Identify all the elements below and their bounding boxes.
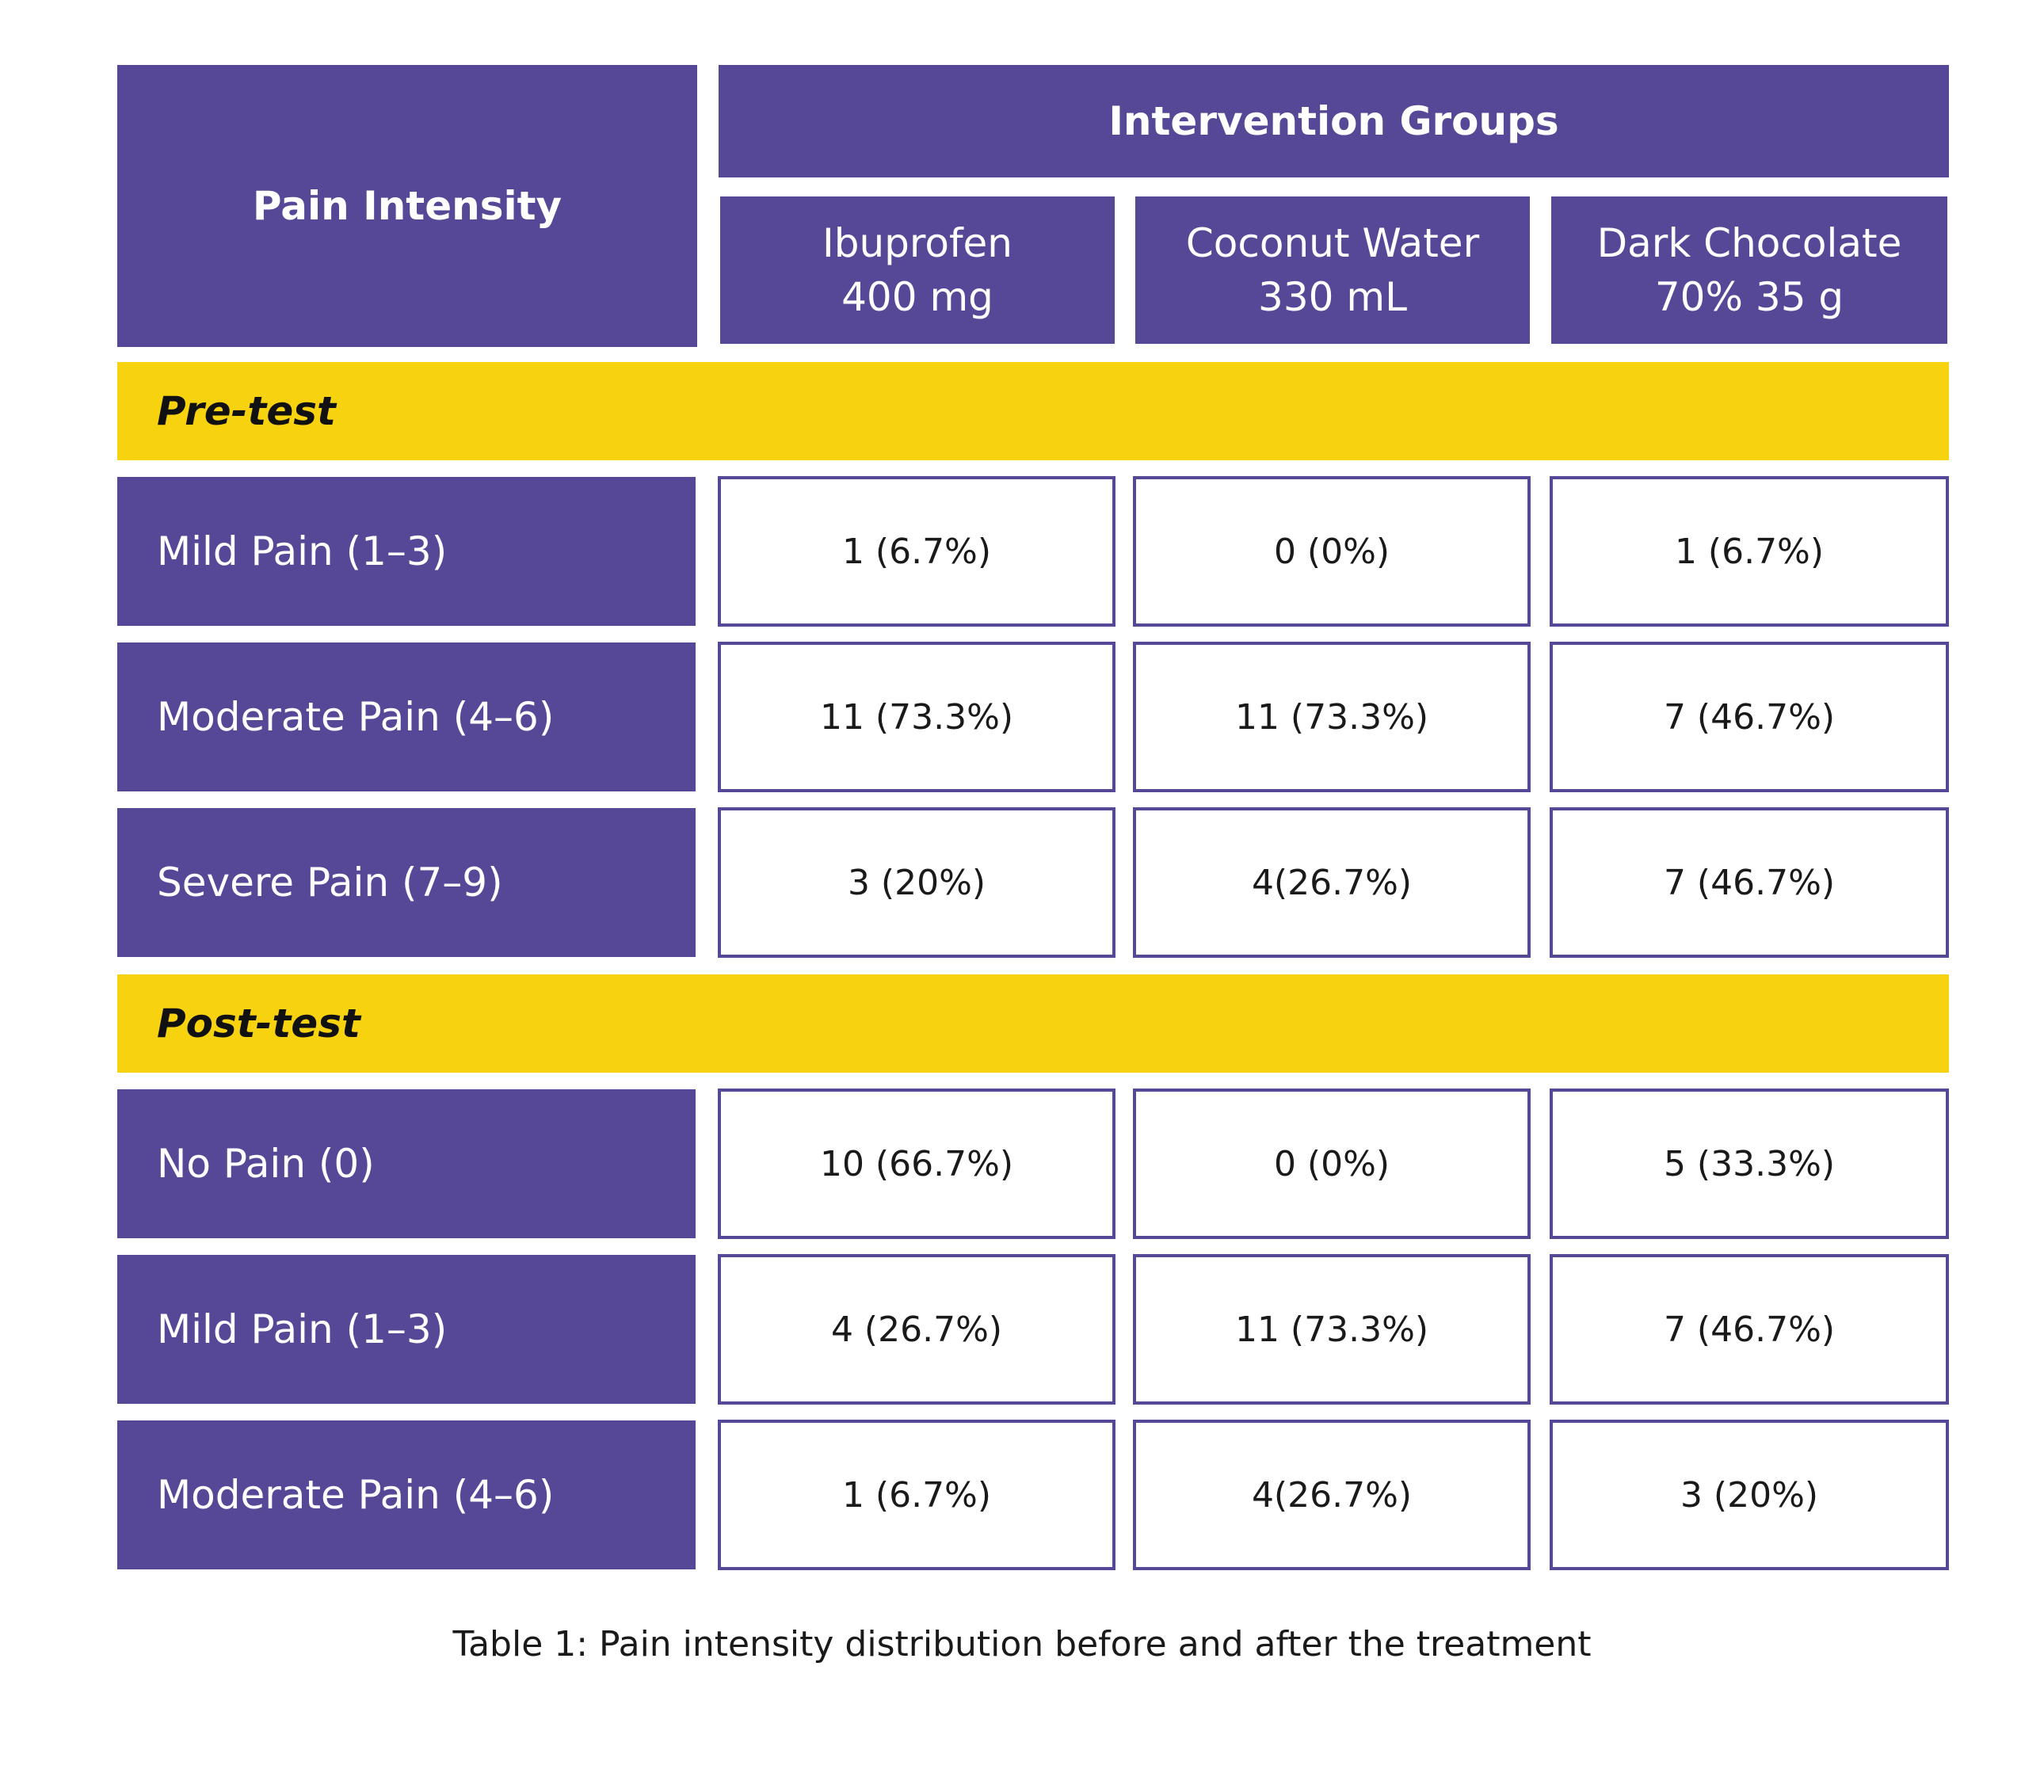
table-cell: 10 (66.7%) — [718, 1089, 1115, 1239]
cell-value: 1 (6.7%) — [841, 1474, 992, 1516]
cell-value: 7 (46.7%) — [1663, 862, 1836, 903]
table-cell: 1 (6.7%) — [718, 1420, 1115, 1570]
column-header-line2: 400 mg — [841, 274, 993, 320]
cell-value: 0 (0%) — [1273, 1143, 1390, 1184]
table-cell: 4 (26.7%) — [718, 1254, 1115, 1405]
cell-value: 5 (33.3%) — [1663, 1143, 1836, 1184]
section-label: Post-test — [157, 1001, 360, 1047]
cell-value: 1 (6.7%) — [1674, 531, 1825, 572]
cell-value: 11 (73.3%) — [819, 696, 1014, 738]
row-label: Severe Pain (7–9) — [117, 808, 696, 957]
table-cell: 1 (6.7%) — [718, 476, 1115, 627]
section-label: Pre-test — [157, 388, 336, 434]
pain-intensity-header-label: Pain Intensity — [252, 183, 562, 229]
column-header-line1: Dark Chocolate — [1596, 220, 1902, 266]
cell-value: 3 (20%) — [1680, 1474, 1819, 1516]
table-cell: 3 (20%) — [718, 807, 1115, 958]
column-header-coconut-water: Coconut Water 330 mL — [1135, 196, 1530, 344]
row-label-text: Moderate Pain (4–6) — [157, 1472, 555, 1518]
table-cell: 11 (73.3%) — [1133, 642, 1531, 792]
column-header-line1: Coconut Water — [1185, 220, 1480, 266]
row-label: No Pain (0) — [117, 1089, 696, 1238]
row-label-text: Severe Pain (7–9) — [157, 860, 503, 906]
cell-value: 1 (6.7%) — [841, 531, 992, 572]
table-cell: 3 (20%) — [1550, 1420, 1949, 1570]
row-label-text: Moderate Pain (4–6) — [157, 694, 555, 740]
cell-value: 4(26.7%) — [1251, 1474, 1413, 1516]
column-header-dark-chocolate: Dark Chocolate 70% 35 g — [1551, 196, 1947, 344]
table-cell: 5 (33.3%) — [1550, 1089, 1949, 1239]
cell-value: 11 (73.3%) — [1234, 696, 1429, 738]
row-label: Moderate Pain (4–6) — [117, 642, 696, 791]
column-header-ibuprofen: Ibuprofen 400 mg — [720, 196, 1115, 344]
column-header-line1: Ibuprofen — [822, 220, 1012, 266]
cell-value: 4 (26.7%) — [830, 1309, 1003, 1350]
table-cell: 4(26.7%) — [1133, 807, 1531, 958]
table-cell: 0 (0%) — [1133, 1089, 1531, 1239]
cell-value: 10 (66.7%) — [819, 1143, 1014, 1184]
intervention-groups-header-label: Intervention Groups — [1108, 98, 1559, 144]
row-label-text: Mild Pain (1–3) — [157, 1306, 448, 1352]
table-caption: Table 1: Pain intensity distribution bef… — [452, 1624, 1592, 1664]
table-cell: 4(26.7%) — [1133, 1420, 1531, 1570]
cell-value: 3 (20%) — [847, 862, 986, 903]
table-cell: 1 (6.7%) — [1550, 476, 1949, 627]
table-cell: 7 (46.7%) — [1550, 1254, 1949, 1405]
cell-value: 7 (46.7%) — [1663, 696, 1836, 738]
section-header-posttest: Post-test — [117, 974, 1949, 1073]
column-header-line2: 70% 35 g — [1654, 274, 1844, 320]
table-cell: 7 (46.7%) — [1550, 642, 1949, 792]
cell-value: 4(26.7%) — [1251, 862, 1413, 903]
row-label: Moderate Pain (4–6) — [117, 1420, 696, 1569]
section-header-pretest: Pre-test — [117, 362, 1949, 460]
table-cell: 7 (46.7%) — [1550, 807, 1949, 958]
table-cell: 0 (0%) — [1133, 476, 1531, 627]
cell-value: 0 (0%) — [1273, 531, 1390, 572]
row-label-text: No Pain (0) — [157, 1141, 375, 1187]
row-label-text: Mild Pain (1–3) — [157, 528, 448, 574]
pain-intensity-header: Pain Intensity — [117, 65, 697, 347]
table-cell: 11 (73.3%) — [1133, 1254, 1531, 1405]
cell-value: 11 (73.3%) — [1234, 1309, 1429, 1350]
cell-value: 7 (46.7%) — [1663, 1309, 1836, 1350]
column-header-line2: 330 mL — [1258, 274, 1407, 320]
intervention-groups-header: Intervention Groups — [719, 65, 1949, 177]
row-label: Mild Pain (1–3) — [117, 1255, 696, 1404]
row-label: Mild Pain (1–3) — [117, 477, 696, 626]
table-cell: 11 (73.3%) — [718, 642, 1115, 792]
